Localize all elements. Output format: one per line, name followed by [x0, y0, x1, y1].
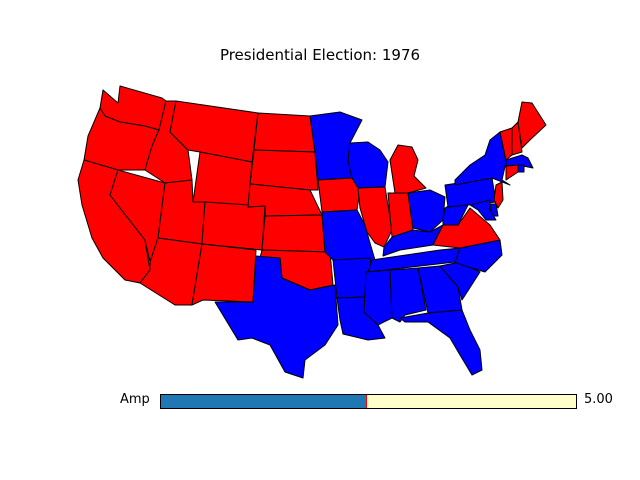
state-north-dakota [253, 112, 316, 153]
map-title: Presidential Election: 1976 [219, 46, 421, 64]
state-new-hampshire [511, 121, 523, 156]
state-mississippi [363, 269, 393, 326]
state-michigan [389, 144, 427, 194]
state-illinois [357, 186, 393, 248]
state-florida [399, 309, 483, 376]
state-wisconsin [347, 141, 389, 189]
amp-slider-value: 5.00 [584, 392, 613, 407]
amp-slider-handle[interactable] [366, 395, 368, 408]
state-georgia [417, 265, 463, 314]
state-wyoming [192, 151, 253, 208]
state-new-mexico [191, 243, 257, 306]
state-connecticut [505, 164, 519, 181]
amp-slider-fill [161, 395, 367, 408]
state-maine [517, 101, 547, 149]
state-rhode-island [517, 164, 525, 173]
state-ohio [407, 189, 446, 233]
amp-slider-label: Amp [120, 392, 150, 407]
state-kansas [261, 214, 326, 253]
state-south-dakota [249, 149, 319, 191]
state-iowa [317, 177, 361, 213]
state-texas [214, 255, 339, 379]
state-colorado [201, 201, 266, 251]
state-new-jersey [493, 181, 504, 209]
state-maryland [469, 199, 497, 221]
amp-slider[interactable] [160, 394, 577, 409]
